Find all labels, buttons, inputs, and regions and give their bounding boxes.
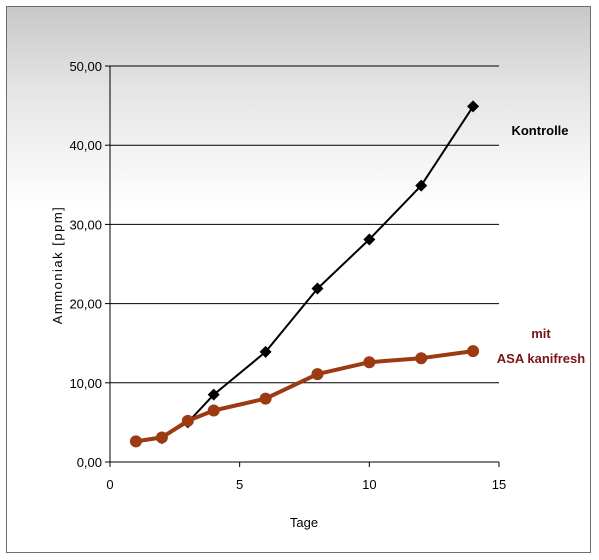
- data-point: [467, 100, 480, 113]
- series-line: [135, 105, 474, 443]
- data-point: [259, 345, 272, 358]
- data-point: [207, 404, 220, 417]
- y-tick-label: 40,00: [69, 138, 102, 153]
- y-tick-label: 10,00: [69, 376, 102, 391]
- x-tick-label: 10: [362, 477, 376, 492]
- x-tick-label: 0: [106, 477, 113, 492]
- data-point: [181, 414, 194, 427]
- x-tick-label: 15: [492, 477, 506, 492]
- y-tick-label: 30,00: [69, 217, 102, 232]
- series-label: mit: [531, 326, 551, 341]
- y-tick-label: 20,00: [69, 297, 102, 312]
- series-label: Kontrolle: [511, 123, 568, 138]
- grid-lines: [110, 65, 499, 384]
- series-asa-kanifresh: [129, 345, 480, 448]
- series-line: [135, 349, 474, 444]
- data-point: [415, 352, 428, 365]
- series-label: ASA kanifresh: [497, 351, 585, 366]
- data-point: [311, 368, 324, 381]
- tick-labels: 0,00 10,00 20,00 30,00 40,00 50,00 0 5 10 15: [69, 59, 506, 492]
- data-point: [129, 435, 142, 448]
- data-point: [363, 233, 376, 246]
- data-point: [311, 282, 324, 295]
- series-labels: Kontrolle mit ASA kanifresh: [497, 123, 585, 366]
- axes: [105, 65, 500, 467]
- data-point: [207, 388, 220, 401]
- data-point: [467, 345, 480, 358]
- y-tick-label: 50,00: [69, 59, 102, 74]
- data-point: [259, 392, 272, 405]
- y-tick-label: 0,00: [77, 455, 102, 470]
- y-axis-title: Ammoniak [ppm]: [50, 206, 65, 325]
- data-point: [415, 179, 428, 192]
- data-point: [363, 356, 376, 369]
- x-axis-title: Tage: [290, 515, 318, 530]
- series-kontrolle: [129, 100, 480, 448]
- x-tick-label: 5: [236, 477, 243, 492]
- series: [129, 100, 480, 448]
- data-point: [155, 431, 168, 444]
